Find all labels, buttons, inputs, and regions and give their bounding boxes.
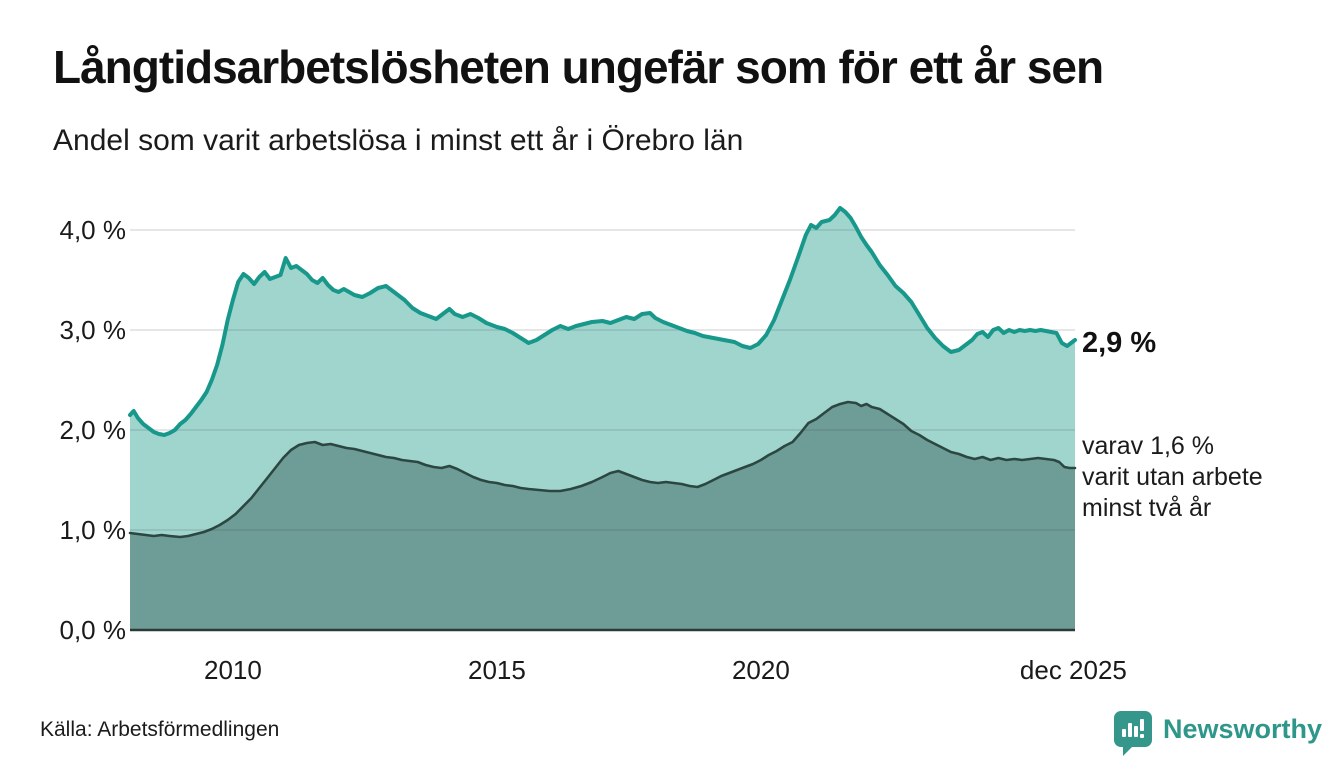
y-tick-label: 3,0 % bbox=[59, 315, 127, 345]
y-tick-label: 4,0 % bbox=[59, 215, 127, 245]
source-credit: Källa: Arbetsförmedlingen bbox=[40, 718, 280, 741]
x-tick-label: 2015 bbox=[467, 655, 526, 685]
y-tick-label: 0,0 % bbox=[59, 615, 127, 645]
chart-title: Långtidsarbetslösheten ungefär som för e… bbox=[53, 41, 1104, 93]
x-tick-label: 2020 bbox=[731, 655, 790, 685]
y-tick-label: 2,0 % bbox=[59, 415, 127, 445]
brand-logo: Newsworthy bbox=[1113, 710, 1322, 758]
brand-name: Newsworthy bbox=[1163, 714, 1323, 744]
newsworthy-logo-icon bbox=[1114, 711, 1152, 756]
annotation-line-2: varit utan arbete bbox=[1082, 463, 1263, 491]
chart-subtitle: Andel som varit arbetslösa i minst ett å… bbox=[53, 124, 744, 157]
x-tick-label: 2010 bbox=[204, 655, 262, 685]
secondary-series-annotation: varav 1,6 % varit utan arbete minst två … bbox=[1082, 431, 1263, 524]
series-2-line bbox=[128, 400, 1077, 539]
annotation-line-1: varav 1,6 % bbox=[1082, 432, 1215, 460]
series-1-line bbox=[128, 206, 1077, 437]
y-tick-label: 1,0 % bbox=[59, 515, 127, 545]
latest-value-label: 2,9 % bbox=[1082, 327, 1157, 359]
x-tick-label: dec 2025 bbox=[1019, 655, 1127, 685]
annotation-line-3: minst två år bbox=[1082, 494, 1212, 522]
series-2-area bbox=[130, 402, 1075, 630]
